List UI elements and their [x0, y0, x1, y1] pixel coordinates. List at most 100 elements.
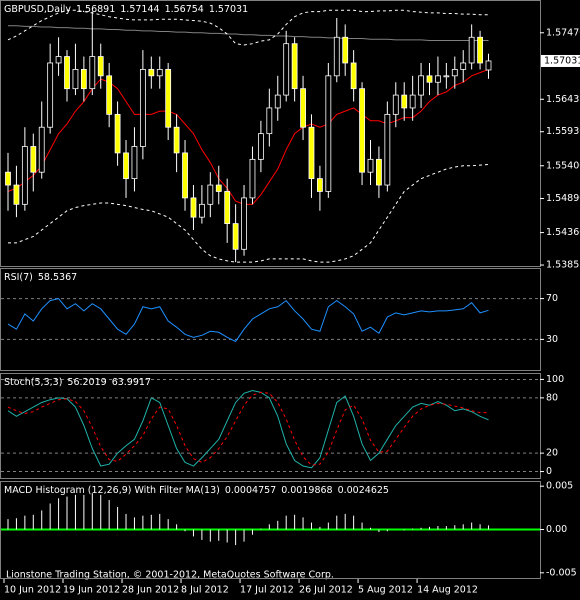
candle-body [241, 197, 247, 250]
indicator-line [7, 298, 489, 343]
y-tick-label: 1.57470 [546, 27, 580, 38]
indicator-line [7, 68, 489, 205]
y-tick-label: 1.55930 [546, 126, 580, 137]
panel-frame [0, 0, 541, 267]
candle-body [443, 75, 450, 78]
candle-body [131, 146, 138, 180]
panel-frame [0, 373, 541, 479]
candle-body [114, 113, 121, 154]
header-item: 1.56754 [165, 4, 204, 15]
candle-body [215, 184, 222, 192]
candle-body [232, 223, 239, 250]
candle-body [249, 158, 256, 199]
candle-body [300, 88, 306, 128]
candle-body [198, 203, 205, 218]
candle-body [148, 68, 155, 77]
candle-body [359, 88, 365, 173]
candle-body [89, 56, 96, 90]
header-item: 63.9917 [112, 377, 151, 388]
candle-body [64, 56, 70, 90]
indicator-line [7, 9, 489, 46]
candle-body [325, 75, 332, 192]
candle-body [13, 184, 20, 205]
candle-body [308, 126, 315, 180]
candle-body [291, 43, 298, 90]
header-item: RSI(7) [4, 272, 33, 283]
header-item: 0.0024625 [338, 485, 389, 496]
candle-body [468, 36, 475, 64]
candle-body [80, 68, 87, 90]
candle-body [38, 126, 45, 173]
header-item: GBPUSD,Daily [4, 4, 71, 15]
candle-body [401, 94, 408, 109]
indicator-line [8, 163, 489, 263]
panel-header: GBPUSD,Daily 1.56891 1.57144 1.56754 1.57031 [4, 4, 248, 15]
candle-body [435, 75, 441, 83]
candle-body [460, 62, 467, 70]
header-item: MACD Histogram (12,26,9) With Filter MA(… [4, 485, 220, 496]
candle-body [384, 113, 391, 186]
candle-body [190, 197, 197, 218]
candle-body [72, 68, 79, 90]
candle-body [485, 60, 492, 71]
y-tick-label: -0.005 [546, 567, 577, 578]
x-tick-label: 28 Jun 2012 [122, 585, 179, 596]
x-tick-label: 26 Jul 2012 [299, 585, 353, 596]
candle-body [21, 146, 28, 205]
y-tick-label: 0.00 [546, 524, 567, 535]
candle-body [409, 94, 416, 109]
header-item: 0.0004757 [225, 485, 276, 496]
header-item: 1.57144 [120, 4, 159, 15]
candle-body [426, 75, 433, 83]
candle-body [367, 158, 374, 173]
price-marker: 1.57031 [544, 55, 580, 66]
y-tick-label: 1.54360 [546, 227, 580, 238]
candle-body [47, 62, 54, 128]
header-item: 1.57031 [209, 4, 248, 15]
candle-body [274, 94, 281, 109]
candle-body [165, 68, 172, 128]
candle-body [266, 107, 273, 135]
y-tick-label: 30 [546, 334, 558, 345]
candle-body [418, 75, 424, 96]
y-tick-label: 0 [546, 466, 552, 477]
candle-body [123, 152, 129, 180]
candle-body [392, 94, 399, 115]
candle-body [350, 62, 357, 90]
candle-body [317, 178, 323, 192]
panel-header: RSI(7) 58.5367 [4, 272, 77, 283]
candle-body [224, 191, 231, 224]
candle-body [5, 171, 11, 186]
y-tick-label: 0.005 [546, 481, 573, 492]
x-tick-label: 8 Jul 2012 [181, 585, 229, 596]
price-marker-box [541, 54, 580, 67]
candle-body [376, 158, 382, 186]
candle-body [139, 68, 146, 147]
indicator-line [8, 25, 489, 41]
candle-body [97, 56, 104, 77]
candle-body [451, 68, 458, 77]
header-item: 58.5367 [38, 272, 77, 283]
header-item: 56.2019 [67, 377, 106, 388]
header-item: 1.56891 [76, 4, 115, 15]
candle-body [477, 36, 483, 64]
y-tick-label: 1.54890 [546, 193, 580, 204]
x-tick-label: 10 Jun 2012 [4, 585, 61, 596]
y-tick-label: 1.55400 [546, 160, 580, 171]
header-item: Stoch(5,3,3) [4, 377, 62, 388]
candle-body [156, 68, 163, 77]
candle-body [106, 75, 113, 115]
candle-body [30, 146, 37, 173]
header-item: 0.0019868 [281, 485, 332, 496]
y-tick-label: 80 [546, 392, 558, 403]
panel-header: MACD Histogram (12,26,9) With Filter MA(… [4, 485, 389, 496]
x-tick-label: 17 Jul 2012 [240, 585, 294, 596]
candle-body [257, 133, 264, 160]
candle-body [55, 56, 62, 64]
candle-body [333, 36, 340, 77]
indicator-line [7, 389, 489, 469]
y-tick-label: 1.56435 [546, 94, 580, 105]
candle-body [173, 126, 180, 154]
x-tick-label: 19 Jun 2012 [63, 585, 120, 596]
